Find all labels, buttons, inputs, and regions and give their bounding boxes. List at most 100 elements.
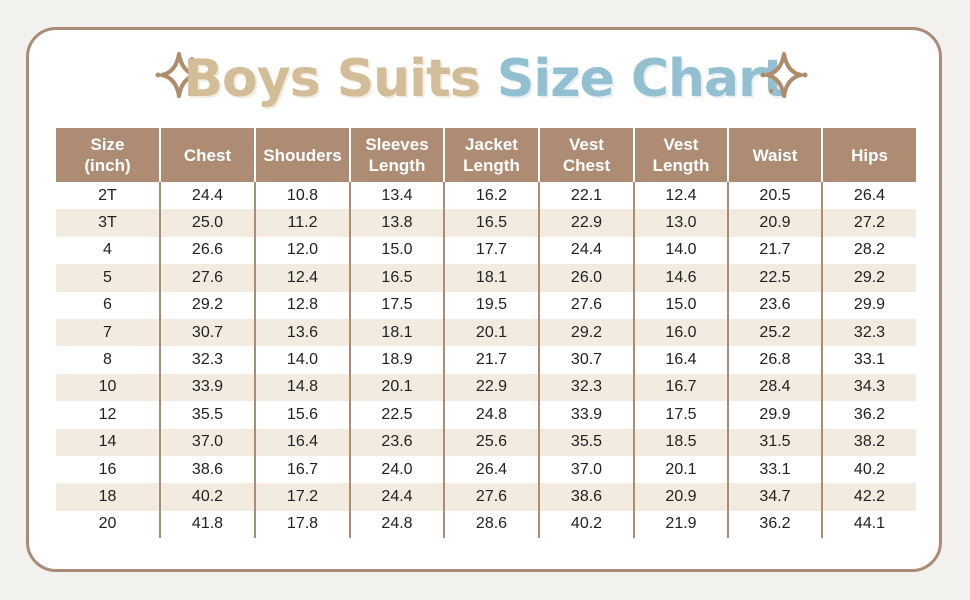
measurement-cell: 20.5: [728, 182, 823, 210]
measurement-cell: 25.0: [160, 209, 256, 237]
measurement-cell: 42.2: [853, 487, 886, 505]
column-header-line: Length: [368, 156, 426, 175]
measurement-cell: 19.5: [444, 291, 540, 319]
measurement-cell: 26.8: [728, 346, 823, 374]
measurement-cell: 16.2: [444, 182, 540, 210]
measurement-cell: 24.4: [160, 182, 256, 210]
measurement-cell: 16.0: [634, 318, 729, 347]
table-row: 3T 25.0 11.2 13.8 16.5 22.9 13.0 20.9 27.2: [56, 209, 916, 237]
measurement-cell: 17.7: [444, 236, 540, 265]
measurement-cell: 15.6: [255, 401, 351, 429]
measurement-cell: 16.4: [634, 346, 729, 374]
measurement-cell: 33.9: [160, 373, 256, 402]
measurement-cell: 10.8: [255, 182, 351, 210]
measurement-cell: 26.6: [160, 236, 256, 265]
measurement-cell: 36.2: [728, 510, 823, 539]
measurement-cell: 18.5: [634, 428, 729, 456]
measurement-cell: 12.4: [255, 264, 351, 292]
measurement-cell: 35.5: [160, 401, 256, 429]
measurement-cell: 33.1: [853, 351, 886, 369]
column-header-line: Vest: [569, 135, 604, 154]
measurement-cell: 32.3: [539, 373, 635, 402]
measurement-cell: 20.1: [634, 455, 729, 484]
measurement-cell: 22.5: [728, 264, 823, 292]
measurement-cell: 38.6: [160, 455, 256, 484]
size-cell: 10: [56, 373, 161, 402]
measurement-cell: 18.1: [444, 264, 540, 292]
title-part-2: Size Chart: [496, 49, 788, 109]
measurement-cell: 32.3: [853, 323, 886, 341]
column-header: Vest Length: [634, 128, 729, 182]
measurement-cell: 17.2: [255, 483, 351, 511]
measurement-cell: 32.3: [160, 346, 256, 374]
measurement-cell: 13.0: [634, 209, 729, 237]
measurement-cell: 20.9: [728, 209, 823, 237]
measurement-cell: 22.9: [539, 209, 635, 237]
measurement-cell: 20.9: [634, 483, 729, 511]
size-cell: 20: [56, 510, 161, 539]
column-header-line: Sleeves: [365, 135, 429, 154]
page-title: Boys Suits Size Chart: [0, 44, 970, 114]
column-header: Hips: [822, 128, 916, 182]
measurement-cell: 14.0: [634, 236, 729, 265]
size-cell: 14: [56, 428, 161, 456]
measurement-cell: 12.0: [255, 236, 351, 265]
measurement-cell: 23.6: [728, 291, 823, 319]
size-cell: 2T: [56, 182, 161, 210]
table-row: 2T 24.4 10.8 13.4 16.2 22.1 12.4 20.5 26.4: [56, 182, 916, 210]
column-header: Sleeves Length: [350, 128, 445, 182]
measurement-cell: 27.6: [539, 291, 635, 319]
measurement-cell: 29.2: [853, 268, 886, 286]
size-cell: 5: [56, 264, 161, 292]
measurement-cell: 25.6: [444, 428, 540, 456]
measurement-cell: 25.2: [728, 318, 823, 347]
measurement-cell: 20.1: [350, 373, 445, 402]
measurement-cell: 29.9: [728, 401, 823, 429]
sparkle-icon: [155, 52, 203, 98]
measurement-cell: 16.5: [444, 209, 540, 237]
measurement-cell: 38.2: [853, 433, 886, 451]
measurement-cell: 27.6: [160, 264, 256, 292]
column-header-line: Vest: [663, 135, 699, 154]
measurement-cell: 16.5: [350, 264, 445, 292]
column-header: Jacket Length: [444, 128, 540, 182]
measurement-cell: 35.5: [539, 428, 635, 456]
measurement-cell: 38.6: [539, 483, 635, 511]
measurement-cell: 24.8: [444, 401, 540, 429]
column-header: Shouders: [255, 128, 351, 182]
table-row: 12 35.5 15.6 22.5 24.8 33.9 17.5 29.9 36.2: [56, 401, 916, 429]
column-header-line: Chest: [562, 156, 611, 175]
table-body: 2T 24.4 10.8 13.4 16.2 22.1 12.4 20.5 26.4 3T 25.0…: [56, 182, 916, 539]
measurement-cell: 16.4: [255, 428, 351, 456]
table-row: 14 37.0 16.4 23.6 25.6 35.5 18.5 31.5 38.2: [56, 428, 916, 456]
measurement-cell: 14.8: [255, 373, 351, 402]
measurement-cell: 37.0: [539, 455, 635, 484]
size-cell: 16: [56, 455, 161, 484]
measurement-cell: 18.1: [350, 318, 445, 347]
measurement-cell: 29.2: [160, 291, 256, 319]
measurement-cell: 24.0: [350, 455, 445, 484]
measurement-cell: 17.5: [634, 401, 729, 429]
column-header-line: (inch): [84, 156, 131, 175]
measurement-cell: 13.6: [255, 318, 351, 347]
column-header-line: Chest: [183, 145, 232, 165]
column-header: Size (inch): [56, 128, 161, 182]
measurement-cell: 29.2: [539, 318, 635, 347]
size-cell: 12: [56, 401, 161, 429]
measurement-cell: 34.7: [728, 483, 823, 511]
measurement-cell: 30.7: [160, 318, 256, 347]
column-header-line: Waist: [752, 145, 798, 165]
measurement-cell: 14.0: [255, 346, 351, 374]
measurement-cell: 26.0: [539, 264, 635, 292]
measurement-cell: 14.6: [634, 264, 729, 292]
measurement-cell: 33.1: [728, 455, 823, 484]
measurement-cell: 33.9: [539, 401, 635, 429]
size-cell: 6: [56, 291, 161, 319]
size-cell: 3T: [56, 209, 161, 237]
size-cell: 8: [56, 346, 161, 374]
table-row: 8 32.3 14.0 18.9 21.7 30.7 16.4 26.8 33.1: [56, 346, 916, 374]
column-header: Waist: [728, 128, 823, 182]
column-header-line: Shouders: [263, 145, 342, 165]
measurement-cell: 22.9: [444, 373, 540, 402]
measurement-cell: 21.7: [444, 346, 540, 374]
